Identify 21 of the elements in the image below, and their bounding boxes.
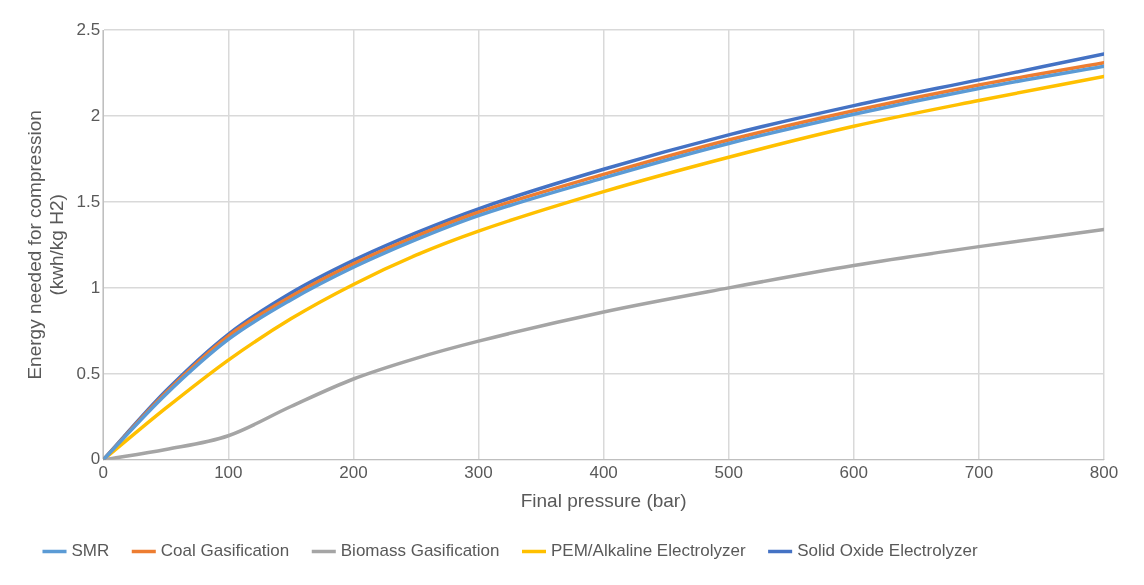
x-tick-label: 300 [464, 462, 493, 482]
legend-label: Biomass Gasification [340, 541, 500, 561]
y-tick-label: 0.5 [76, 363, 101, 383]
x-tick-label: 100 [214, 462, 243, 482]
legend-label: Solid Oxide Electrolyzer [797, 541, 978, 561]
x-tick-label: 200 [339, 462, 368, 482]
x-axis-title: Final pressure (bar) [520, 489, 687, 511]
y-tick-label: 1.5 [76, 191, 101, 211]
y-tick-label: 2 [90, 105, 101, 125]
x-tick-label: 800 [1089, 462, 1119, 482]
x-tick-label: 700 [964, 462, 994, 482]
x-tick-label: 600 [839, 462, 868, 482]
y-tick-label: 0 [90, 449, 101, 469]
y-tick-label: 2.5 [76, 19, 101, 39]
y-axis-title: Energy needed for compression (kwh/kg H2) [23, 110, 68, 380]
x-tick-label: 500 [714, 462, 743, 482]
y-tick-label: 1 [90, 277, 101, 297]
legend-label: SMR [71, 541, 110, 561]
legend-label: PEM/Alkaline Electrolyzer [551, 541, 746, 561]
x-tick-label: 400 [589, 462, 618, 482]
legend-label: Coal Gasification [160, 541, 290, 561]
